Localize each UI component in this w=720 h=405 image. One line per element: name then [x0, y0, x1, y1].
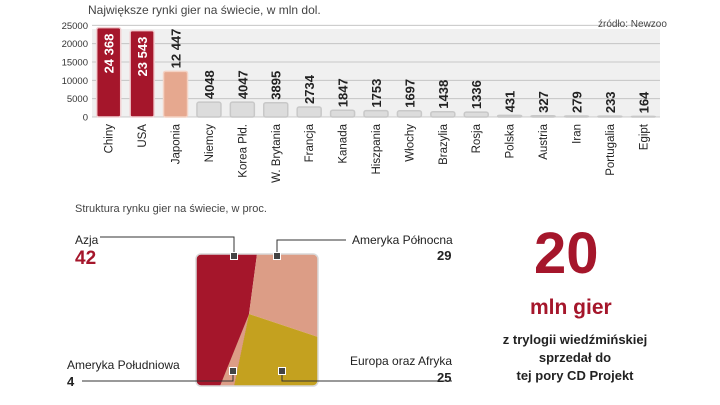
bar: [430, 110, 456, 118]
bar-value-label: 164: [636, 91, 651, 113]
bar: [229, 101, 256, 118]
bar-value-label: 4048: [202, 70, 217, 99]
segment-label-ameryka-polnocna: Ameryka Północna: [352, 233, 453, 247]
bar-value-label: 3895: [269, 71, 284, 100]
bar-value-label: 279: [569, 91, 584, 113]
bar: [396, 110, 423, 118]
bar: [597, 115, 623, 118]
bar-value-label: 1697: [402, 79, 417, 108]
pie-square: [196, 254, 318, 386]
bar-value-label: 23 543: [135, 37, 150, 77]
category-label: W. Brytania: [271, 123, 283, 182]
segment-value-ameryka-polnocna: 29: [437, 248, 452, 263]
bar: [196, 101, 222, 118]
category-label: Polska: [505, 123, 517, 158]
leader-marker-ameryka-poludniowa: [229, 367, 237, 375]
segment-label-azja: Azja: [75, 233, 99, 247]
category-label: Włochy: [404, 124, 416, 162]
bar-value-label: 431: [503, 91, 518, 113]
leader-line-ameryka-polnocna: [276, 239, 346, 256]
leader-marker-europa-afryka: [278, 367, 286, 375]
y-tick-label: 25000: [62, 21, 88, 32]
bar-value-label: 1438: [436, 80, 451, 109]
bar: [296, 106, 322, 118]
bar: [162, 70, 189, 118]
segment-value-ameryka-poludniowa: 4: [67, 374, 75, 389]
bar-value-label: 1753: [369, 79, 384, 108]
bar-value-label: 2734: [302, 74, 317, 104]
bar: [329, 109, 356, 118]
category-label: Iran: [571, 124, 583, 144]
segment-label-europa-afryka: Europa oraz Afryka: [350, 354, 453, 368]
y-tick-label: 15000: [62, 58, 88, 69]
bar: [363, 109, 389, 118]
category-label: Rosja: [471, 123, 483, 153]
segment-europa-afryka: [234, 314, 318, 386]
y-tick-label: 5000: [67, 94, 88, 105]
segment-ameryka-poludniowa: [220, 314, 249, 386]
bar: [463, 111, 489, 118]
segment-value-azja: 42: [75, 248, 97, 269]
bar-chart: 0 5000 10000 15000 20000 25000 24 368 Chiny 23 5…: [62, 21, 660, 183]
bar-chart-title: Największe rynki gier na świecie, w mln …: [88, 3, 321, 17]
segment-azja: [196, 254, 257, 386]
bar-value-label: 12 447: [169, 29, 184, 69]
y-tick-label: 10000: [62, 76, 88, 87]
bar: [129, 29, 155, 118]
bar: [263, 101, 289, 118]
segment-label-ameryka-poludniowa: Ameryka Południowa: [67, 358, 180, 372]
bar-value-label: 233: [603, 91, 618, 113]
highlight-unit: mln gier: [530, 296, 612, 319]
category-label: Korea Płd.: [237, 124, 249, 178]
bar-value-label: 327: [536, 91, 551, 113]
segment-value-europa-afryka: 25: [437, 370, 452, 385]
category-label: Austria: [538, 123, 550, 159]
bar-value-label: 4047: [235, 70, 250, 99]
bar: [630, 115, 657, 118]
segment-ameryka-polnocna: [249, 254, 318, 337]
category-label: USA: [137, 124, 149, 148]
category-label: Kanada: [338, 123, 350, 163]
bar-value-label: 1847: [336, 78, 351, 107]
category-label: Chiny: [104, 124, 116, 154]
category-label: Portugalia: [605, 123, 617, 175]
category-label: Brazylia: [438, 123, 450, 165]
leader-marker-azja: [230, 252, 238, 260]
pie-frame: [195, 253, 319, 387]
leader-line-azja: [100, 236, 235, 256]
bar: [95, 26, 122, 118]
category-label: Japonia: [171, 123, 183, 164]
bar-value-label: 1336: [469, 80, 484, 109]
highlight-number: 20: [534, 221, 599, 286]
category-label: Francja: [304, 123, 316, 162]
y-tick-label: 0: [83, 113, 88, 124]
leader-marker-ameryka-polnocna: [273, 252, 281, 260]
category-label: Hiszpania: [371, 123, 383, 174]
bar-value-label: 24 368: [102, 34, 117, 74]
highlight-caption-line-3: tej pory CD Projekt: [516, 368, 634, 383]
bar: [563, 115, 590, 118]
bar: [496, 114, 523, 118]
category-label: Egipt: [638, 123, 650, 150]
category-label: Niemcy: [204, 124, 216, 163]
pie-chart-title: Struktura rynku gier na świecie, w proc.: [75, 203, 267, 215]
highlight-caption-line-1: z trylogii wiedźmińskiej: [502, 332, 648, 347]
source-note: źródło: Newzoo: [598, 19, 667, 30]
bar: [530, 115, 556, 118]
highlight-caption-line-2: sprzedał do: [538, 350, 612, 365]
y-tick-label: 20000: [62, 39, 88, 50]
